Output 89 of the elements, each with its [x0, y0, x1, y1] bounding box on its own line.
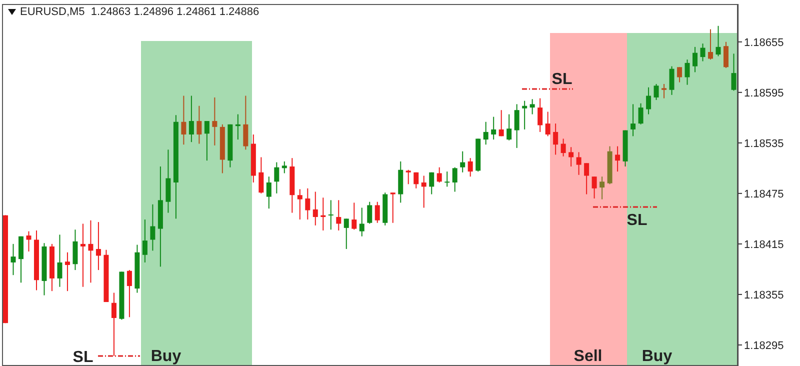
candlestick — [560, 138, 566, 157]
candlestick — [414, 172, 419, 189]
candlestick — [630, 104, 636, 137]
candlestick — [568, 146, 574, 167]
candlestick — [390, 192, 396, 224]
candlestick — [700, 43, 706, 62]
candlestick — [266, 176, 272, 210]
y-tick-label: 1.18475 — [744, 188, 784, 200]
candlestick — [522, 100, 528, 130]
candlestick — [436, 166, 442, 183]
candlestick — [662, 83, 667, 99]
candlestick — [196, 105, 202, 144]
candlestick — [444, 171, 450, 188]
candlestick — [615, 146, 620, 172]
candlestick — [367, 201, 372, 224]
candlestick — [212, 96, 218, 146]
candlestick — [150, 204, 156, 252]
candlestick — [111, 292, 116, 356]
candlestick — [553, 123, 558, 156]
candlestick — [142, 219, 148, 263]
y-tick-label: 1.18415 — [744, 238, 784, 251]
chart-title: EURUSD,M5 1.24863 1.24896 1.24861 1.24886 — [20, 6, 260, 18]
y-tick-label: 1.18535 — [744, 138, 784, 150]
candlestick — [692, 46, 698, 73]
y-tick-label: 1.18595 — [744, 87, 784, 100]
candlestick — [654, 83, 659, 100]
candlestick — [545, 111, 550, 137]
candlestick — [96, 222, 101, 271]
candlestick — [506, 114, 512, 141]
candlestick — [336, 200, 342, 231]
candlestick — [716, 25, 721, 57]
candlestick — [204, 120, 210, 162]
candlestick — [57, 234, 62, 288]
candlestick — [584, 162, 590, 195]
annotation: Buy — [642, 348, 672, 365]
candlestick — [297, 188, 302, 220]
candlestick — [429, 172, 434, 195]
candlestick — [26, 230, 32, 252]
annotation: SL — [552, 71, 572, 88]
annotation: Sell — [574, 348, 602, 365]
candlestick — [514, 104, 520, 148]
candlestick — [126, 270, 132, 318]
candlestick — [80, 223, 86, 288]
y-tick-label: 1.18355 — [744, 289, 784, 302]
candlestick — [359, 207, 364, 237]
candlestick — [576, 152, 582, 176]
annotation: SL — [626, 212, 648, 229]
candlestick — [64, 252, 70, 292]
candlestick — [406, 169, 411, 185]
candlestick — [344, 218, 349, 250]
candlestick — [312, 191, 318, 226]
candlestick — [352, 202, 357, 230]
candlestick — [684, 59, 690, 86]
candlestick — [282, 160, 287, 174]
candlestick — [677, 66, 682, 83]
candlestick — [530, 98, 535, 115]
candlestick — [708, 28, 714, 60]
candlestick — [646, 86, 652, 115]
candlestick — [538, 98, 543, 132]
candlestick — [592, 176, 597, 199]
candlestick — [452, 166, 458, 192]
candlestick — [724, 41, 729, 68]
candlestick — [166, 149, 171, 214]
candlestick — [18, 236, 24, 284]
candlestick — [10, 243, 16, 276]
candlestick — [274, 162, 280, 194]
candlestick — [669, 66, 674, 96]
candlestick — [638, 102, 644, 125]
candlestick — [181, 95, 186, 146]
candlestick — [72, 229, 78, 271]
annotation: Buy — [150, 348, 182, 365]
candlestick — [483, 121, 488, 146]
candlestick — [188, 95, 194, 143]
candlestick — [421, 175, 426, 208]
candlestick — [258, 156, 264, 194]
candlestick — [305, 188, 310, 220]
candlestick — [460, 150, 466, 173]
candlestick — [468, 158, 473, 178]
candlestick — [491, 116, 496, 140]
y-tick-label: 1.18655 — [744, 36, 784, 49]
annotation: SL — [72, 349, 94, 366]
y-tick-label: 1.18295 — [744, 340, 784, 352]
candlestick — [498, 110, 504, 137]
candlestick — [374, 201, 380, 224]
candlestick — [88, 220, 94, 284]
candlestick — [600, 176, 605, 200]
candlestick — [731, 53, 736, 92]
candlestick — [243, 95, 248, 150]
candlestick — [328, 200, 334, 230]
